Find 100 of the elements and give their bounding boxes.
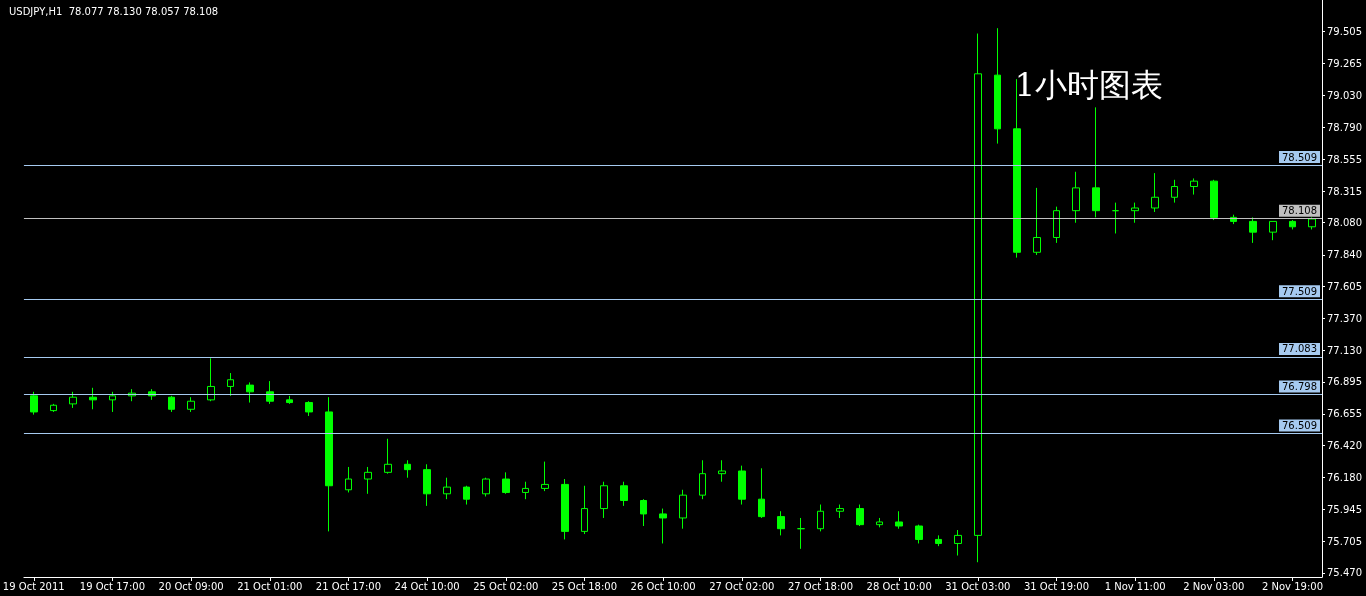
x-tick-label: 2 Nov 03:00 (1183, 580, 1245, 592)
candlestick (974, 33, 982, 563)
candlestick (777, 510, 785, 536)
y-tick-label: 76.895 (1327, 376, 1362, 388)
y-tick-label: 77.840 (1327, 249, 1362, 261)
candlestick (30, 391, 38, 416)
x-tick-label: 31 Oct 03:00 (945, 580, 1011, 592)
candlestick (207, 357, 215, 402)
x-tick-label: 21 Oct 01:00 (237, 580, 303, 592)
candlestick (1210, 179, 1218, 221)
y-tick-label: 79.505 (1327, 26, 1362, 38)
x-tick-label: 21 Oct 17:00 (315, 580, 382, 592)
candlestick (836, 504, 844, 519)
y-tick-label: 79.265 (1327, 58, 1362, 70)
y-tick-label: 77.370 (1327, 312, 1362, 324)
x-tick-label: 31 Oct 19:00 (1023, 580, 1090, 592)
x-tick-label: 2 Nov 19:00 (1261, 580, 1324, 592)
candlestick (364, 466, 372, 495)
candlestick (1151, 172, 1159, 213)
candlestick (561, 478, 569, 540)
candlestick (1269, 220, 1277, 241)
y-tick-label: 78.315 (1327, 185, 1362, 197)
candlestick (1289, 219, 1296, 230)
candlestick (817, 504, 824, 532)
x-tick-label: 26 Oct 10:00 (630, 580, 696, 592)
candlestick (797, 517, 805, 550)
y-tick-label: 75.945 (1327, 503, 1362, 515)
candlestick (286, 395, 293, 405)
candlestick (50, 403, 57, 413)
candlestick (227, 372, 234, 397)
candlestick (541, 461, 549, 492)
y-tick-label: 75.705 (1327, 535, 1362, 547)
candlestick (345, 466, 352, 493)
candlestick (679, 489, 687, 530)
x-tick-label: 24 Oct 10:00 (394, 580, 460, 592)
y-tick-label: 77.605 (1327, 280, 1362, 292)
candlestick (443, 477, 451, 500)
candlestick (1053, 206, 1060, 244)
annotation: 1小时图表 (1014, 66, 1163, 104)
candlestick (758, 467, 765, 519)
candlestick (423, 463, 431, 507)
x-tick-label: 27 Oct 18:00 (787, 580, 854, 592)
ref-line-label: 76.509 (1282, 419, 1317, 431)
candlestick (1171, 179, 1178, 204)
y-tick-label: 76.420 (1327, 440, 1362, 451)
candlestick (384, 438, 392, 475)
candlestick (1033, 187, 1041, 256)
ref-line-label: 78.509 (1282, 151, 1317, 163)
candlestick (109, 391, 116, 413)
x-tick-label: 1 Nov 11:00 (1104, 580, 1166, 592)
candlestick (699, 459, 706, 500)
candlestick (404, 459, 411, 479)
candlestick (876, 517, 883, 528)
candlestick (1308, 216, 1316, 230)
candlestick (89, 387, 97, 410)
y-tick-label: 77.130 (1327, 344, 1362, 356)
ref-line-label: 77.509 (1282, 285, 1317, 297)
text: USDJPY,H1 78.077 78.130 78.057 78.108 (9, 5, 219, 17)
x-tick-label: 19 Oct 2011 (2, 580, 65, 592)
ref-line-label: 76.798 (1282, 381, 1317, 393)
candlestick (1131, 202, 1139, 224)
candlestick (1072, 171, 1080, 224)
y-tick-label: 75.470 (1327, 567, 1362, 579)
y-tick-label: 79.030 (1327, 89, 1362, 101)
candlestick (600, 481, 608, 519)
candlestick (915, 524, 923, 544)
candlestick (463, 485, 470, 506)
ref-line-label: 78.108 (1282, 205, 1317, 217)
candlestick (620, 481, 628, 507)
candlestick (659, 508, 667, 544)
candlestick (266, 380, 274, 405)
x-tick-label: 25 Oct 18:00 (551, 580, 618, 592)
candlestick (502, 471, 510, 495)
x-tick-label: 20 Oct 09:00 (158, 580, 224, 592)
y-tick-label: 78.790 (1327, 121, 1362, 133)
x-tick-label: 28 Oct 10:00 (866, 580, 932, 592)
candlestick (246, 381, 254, 404)
x-tick-label: 27 Oct 02:00 (709, 580, 775, 592)
candlestick (738, 465, 746, 506)
candlestick (1112, 202, 1119, 234)
y-tick-label: 78.555 (1327, 153, 1362, 165)
candlestick (522, 481, 529, 500)
candlestick (325, 396, 333, 532)
ref-line-label: 77.083 (1282, 343, 1317, 355)
candlestick (1249, 216, 1257, 244)
x-tick-label: 19 Oct 17:00 (79, 580, 146, 592)
y-tick-label: 76.180 (1327, 472, 1362, 484)
candlestick (581, 485, 588, 535)
candlestick (1190, 177, 1198, 196)
candlestick (187, 396, 195, 413)
y-tick-label: 78.080 (1327, 217, 1362, 229)
candlestick (895, 510, 903, 530)
candlestick (168, 395, 175, 413)
y-tick-label: 76.655 (1327, 408, 1362, 420)
candlestick (856, 504, 864, 527)
candlestick (482, 477, 490, 497)
candlestick (954, 529, 962, 557)
candlestick (718, 459, 726, 483)
candlestick (1092, 106, 1100, 218)
candlestick (305, 400, 313, 417)
